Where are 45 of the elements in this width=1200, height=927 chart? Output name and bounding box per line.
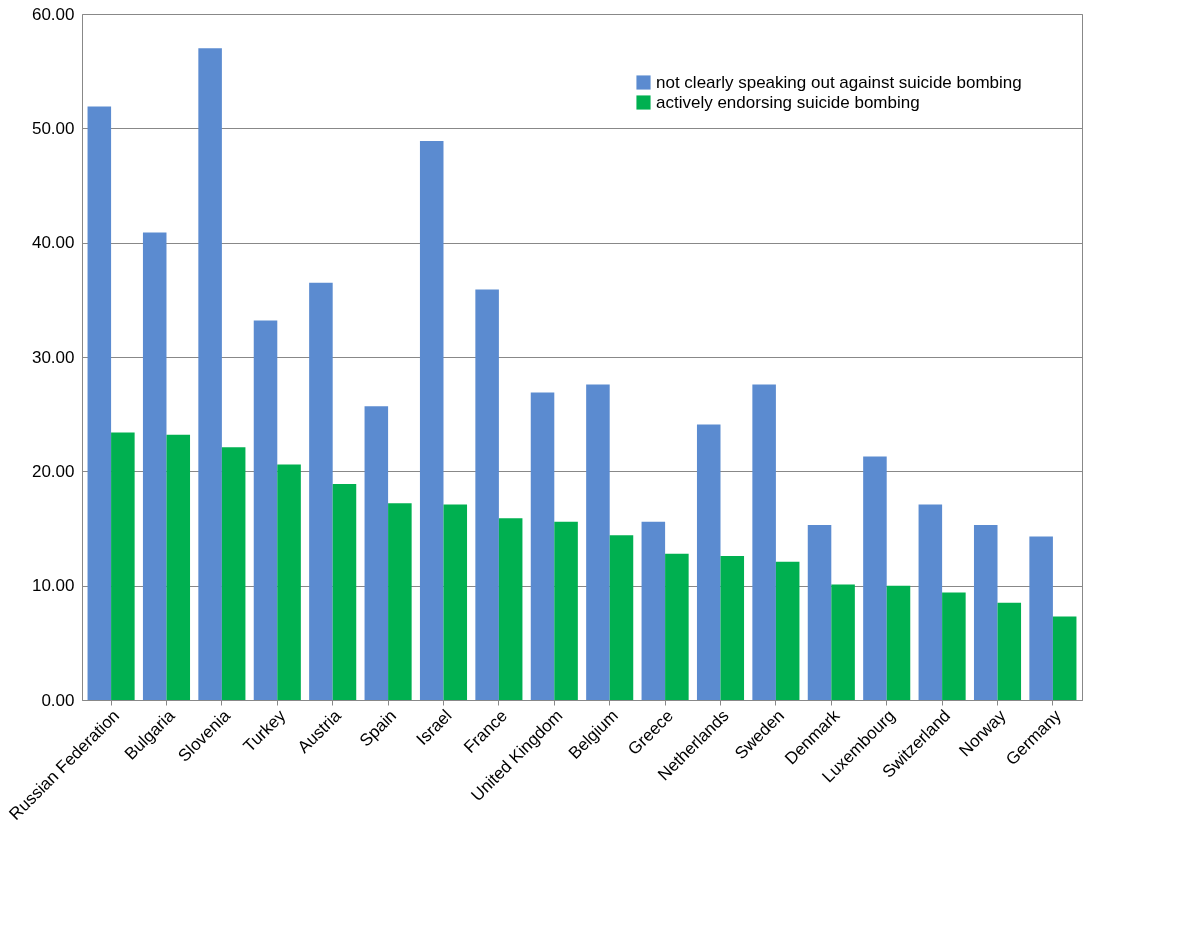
bar bbox=[198, 48, 222, 700]
bar bbox=[918, 504, 943, 700]
bar bbox=[831, 584, 855, 700]
bar bbox=[752, 384, 776, 700]
legend-label: actively endorsing suicide bombing bbox=[656, 92, 920, 112]
bar bbox=[111, 432, 135, 700]
y-tick-label: 0.00 bbox=[41, 690, 75, 710]
bar bbox=[720, 555, 745, 700]
bar bbox=[277, 464, 301, 700]
bar bbox=[253, 320, 278, 700]
bar bbox=[886, 585, 911, 700]
bar bbox=[997, 602, 1022, 700]
y-tick-label: 50.00 bbox=[31, 118, 75, 138]
bar bbox=[142, 232, 167, 700]
bar bbox=[388, 503, 412, 700]
bar bbox=[498, 518, 523, 700]
y-tick-label: 30.00 bbox=[31, 347, 75, 367]
bar bbox=[863, 456, 887, 700]
bar bbox=[364, 406, 389, 700]
bar bbox=[1052, 616, 1077, 700]
bar bbox=[554, 521, 578, 700]
bar bbox=[973, 525, 998, 700]
y-tick-label: 40.00 bbox=[31, 233, 75, 253]
bar bbox=[309, 282, 333, 700]
y-tick-label: 60.00 bbox=[31, 4, 75, 24]
bar bbox=[1029, 536, 1053, 700]
y-tick-label: 20.00 bbox=[31, 461, 75, 481]
bar bbox=[775, 561, 800, 700]
bar bbox=[665, 553, 689, 700]
bar bbox=[87, 106, 112, 700]
bar bbox=[221, 447, 246, 700]
y-tick-label: 10.00 bbox=[31, 576, 75, 596]
bar bbox=[332, 483, 357, 700]
bar bbox=[443, 504, 468, 700]
bar bbox=[696, 424, 721, 700]
bar bbox=[807, 525, 832, 700]
bar bbox=[166, 434, 191, 700]
bar bbox=[475, 289, 499, 700]
bar bbox=[942, 592, 966, 700]
bar bbox=[586, 384, 610, 700]
bar bbox=[609, 535, 634, 700]
bar bbox=[641, 521, 666, 700]
legend-label: not clearly speaking out against suicide bombing bbox=[656, 72, 1022, 92]
bar bbox=[530, 392, 555, 700]
bar bbox=[419, 140, 444, 700]
